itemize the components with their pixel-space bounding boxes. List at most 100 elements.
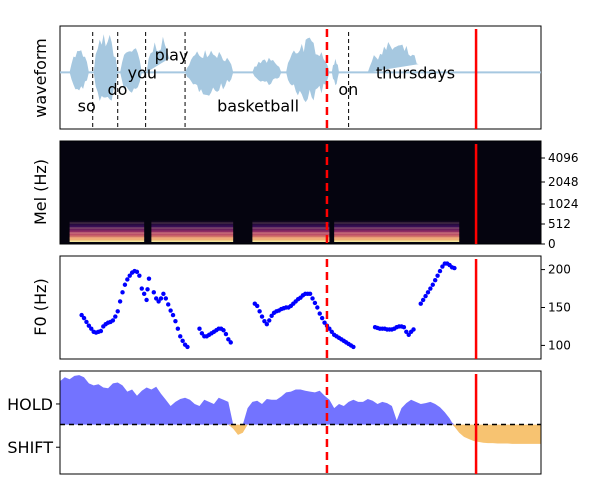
f0-point [110,318,116,323]
f0-point [125,277,130,282]
f0-point [406,332,411,337]
f0-point [430,282,435,287]
turn-yaxis-ticks: HOLD SHIFT [7,395,60,457]
word-label: do [107,80,127,99]
f0-point [269,313,274,319]
f0-point [175,326,181,331]
f0-tick-label: 150 [548,301,571,315]
f0-point [180,338,185,344]
waveform-trace [60,34,541,103]
f0-point [440,264,445,269]
word-label: you [128,63,157,82]
mel-energy-band [69,220,145,242]
f0-point [351,344,356,350]
waveform-segment [331,58,339,86]
mel-tick-label: 512 [548,217,571,231]
f0-point [199,331,205,336]
shift-area [60,424,541,444]
f0-point [98,328,104,334]
f0-points [79,261,457,350]
f0-point [329,329,334,334]
mel-spectrogram-image [69,220,460,242]
f0-point [84,319,89,325]
word-boundaries [92,32,350,127]
f0-point [228,340,233,345]
mel-ylabel: Mel (Hz) [31,159,50,225]
f0-point [173,318,178,324]
f0-point [262,318,267,324]
f0-point [226,337,231,342]
f0-point [317,311,322,316]
f0-point [307,291,313,297]
f0-point [137,273,142,278]
f0-point [452,265,457,271]
waveform-segment [120,48,142,93]
f0-panel: 100 150 200 F0 (Hz) [31,255,571,360]
turn-tick-label: HOLD [7,395,53,414]
f0-point [259,314,265,319]
f0-point [144,297,149,303]
f0-point [154,296,159,301]
waveform-segment [93,34,118,102]
f0-point [418,301,423,306]
waveform-segment [69,50,89,91]
mel-energy-band [334,220,460,242]
turn-area [60,375,541,444]
f0-tick-label: 100 [548,338,571,352]
f0-point [122,282,128,287]
f0-point [411,327,416,332]
f0-point [267,318,272,323]
f0-point [315,305,320,310]
turn-tick-label: SHIFT [7,438,53,457]
f0-point [79,312,84,318]
f0-point [423,293,428,299]
f0-point [185,344,190,350]
time-markers [325,29,478,474]
f0-point [170,312,176,318]
f0-point [435,273,440,278]
f0-point [134,269,140,275]
f0-point [221,328,226,333]
f0-point [428,286,433,291]
word-label: so [78,97,96,116]
f0-point [257,309,262,314]
f0-point [166,302,171,307]
word-label: thursdays [376,63,455,82]
mel-tick-label: 4096 [548,151,579,165]
f0-point [264,321,270,327]
f0-point [312,300,318,306]
f0-point [120,290,125,295]
f0-point [86,323,92,328]
waveform-segment [185,50,234,96]
word-label: basketball [217,97,299,116]
f0-point [146,276,152,281]
f0-point [81,315,87,321]
f0-point [141,291,147,297]
f0-point [437,268,443,274]
waveform-segment [286,37,330,103]
word-label: play [155,46,189,65]
waveform-ylabel: waveform [31,38,50,118]
f0-point [319,315,325,321]
f0-point [163,296,169,301]
f0-point [401,325,407,330]
mel-energy-band [252,220,330,242]
f0-point [139,286,144,291]
f0-point [158,296,164,301]
mel-tick-label: 2048 [548,175,579,189]
f0-point [425,290,431,295]
mel-yaxis-ticks: 0 512 1024 2048 4096 [541,151,579,251]
f0-point [168,308,173,313]
f0-point [115,309,120,314]
mel-tick-label: 0 [548,237,556,251]
f0-point [89,326,94,331]
f0-point [310,296,315,301]
f0-point [255,303,260,309]
f0-point [432,278,438,283]
f0-point [322,320,327,325]
f0-point [327,326,332,331]
f0-point [161,291,166,297]
